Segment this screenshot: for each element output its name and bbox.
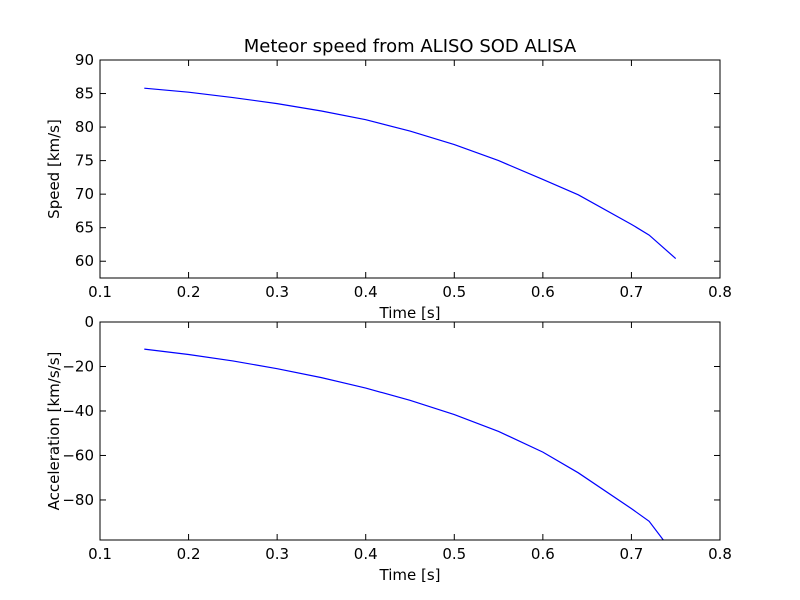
speed-y-tick-label: 65 bbox=[75, 219, 94, 237]
acceleration-axes-frame bbox=[99, 321, 721, 541]
speed-y-tick-label: 80 bbox=[75, 118, 94, 136]
acceleration-x-tick-label: 0.2 bbox=[177, 545, 201, 563]
acceleration-y-tick-label: −40 bbox=[62, 402, 94, 420]
speed-y-tick-label: 70 bbox=[75, 185, 94, 203]
speed-chart-title: Meteor speed from ALISO SOD ALISA bbox=[244, 36, 577, 57]
speed-y-tick-label: 75 bbox=[75, 152, 94, 170]
acceleration-y-tick-label: −80 bbox=[62, 491, 94, 509]
acceleration-x-tick-label: 0.5 bbox=[442, 545, 466, 563]
acceleration-y-tick-label: −60 bbox=[62, 446, 94, 464]
acceleration-x-tick-label: 0.4 bbox=[354, 545, 378, 563]
speed-y-axis-label: Speed [km/s] bbox=[45, 119, 63, 219]
acceleration-y-axis-label: Acceleration [km/s/s] bbox=[45, 352, 63, 511]
speed-series-line-0 bbox=[144, 87, 677, 259]
speed-x-tick-label: 0.4 bbox=[354, 283, 378, 301]
acceleration-x-tick-label: 0.1 bbox=[88, 545, 112, 563]
plots-layer: 0.1 0.2 0.3 0.4 0.5 0.6 0.7 0.8 60 65 70 75 80 85 90 Ti… bbox=[45, 36, 732, 584]
speed-axes-frame bbox=[99, 59, 721, 279]
acceleration-x-axis-label: Time [s] bbox=[379, 566, 441, 584]
speed-x-tick-label: 0.2 bbox=[177, 283, 201, 301]
acceleration-x-tick-label: 0.3 bbox=[265, 545, 289, 563]
speed-y-tick-label: 90 bbox=[75, 51, 94, 69]
speed-x-tick-label: 0.3 bbox=[265, 283, 289, 301]
acceleration-y-tick-label: 0 bbox=[84, 313, 94, 331]
acceleration-x-tick-label: 0.7 bbox=[619, 545, 643, 563]
speed-x-tick-label: 0.6 bbox=[531, 283, 555, 301]
acceleration-x-tick-label: 0.8 bbox=[708, 545, 732, 563]
acceleration-series-line-0 bbox=[144, 348, 664, 540]
acceleration-y-tick-label: −20 bbox=[62, 357, 94, 375]
speed-x-tick-label: 0.1 bbox=[88, 283, 112, 301]
speed-y-tick-label: 60 bbox=[75, 252, 94, 270]
acceleration-chart: 0.1 0.2 0.3 0.4 0.5 0.6 0.7 0.8 −80 −60 −40 −20 0 Tim… bbox=[45, 313, 732, 584]
speed-x-tick-label: 0.5 bbox=[442, 283, 466, 301]
speed-y-tick-label: 85 bbox=[75, 85, 94, 103]
speed-x-axis-label: Time [s] bbox=[379, 304, 441, 322]
speed-x-tick-label: 0.8 bbox=[708, 283, 732, 301]
acceleration-x-tick-label: 0.6 bbox=[531, 545, 555, 563]
speed-x-tick-label: 0.7 bbox=[619, 283, 643, 301]
speed-chart: 0.1 0.2 0.3 0.4 0.5 0.6 0.7 0.8 60 65 70 75 80 85 90 Ti… bbox=[45, 36, 732, 322]
